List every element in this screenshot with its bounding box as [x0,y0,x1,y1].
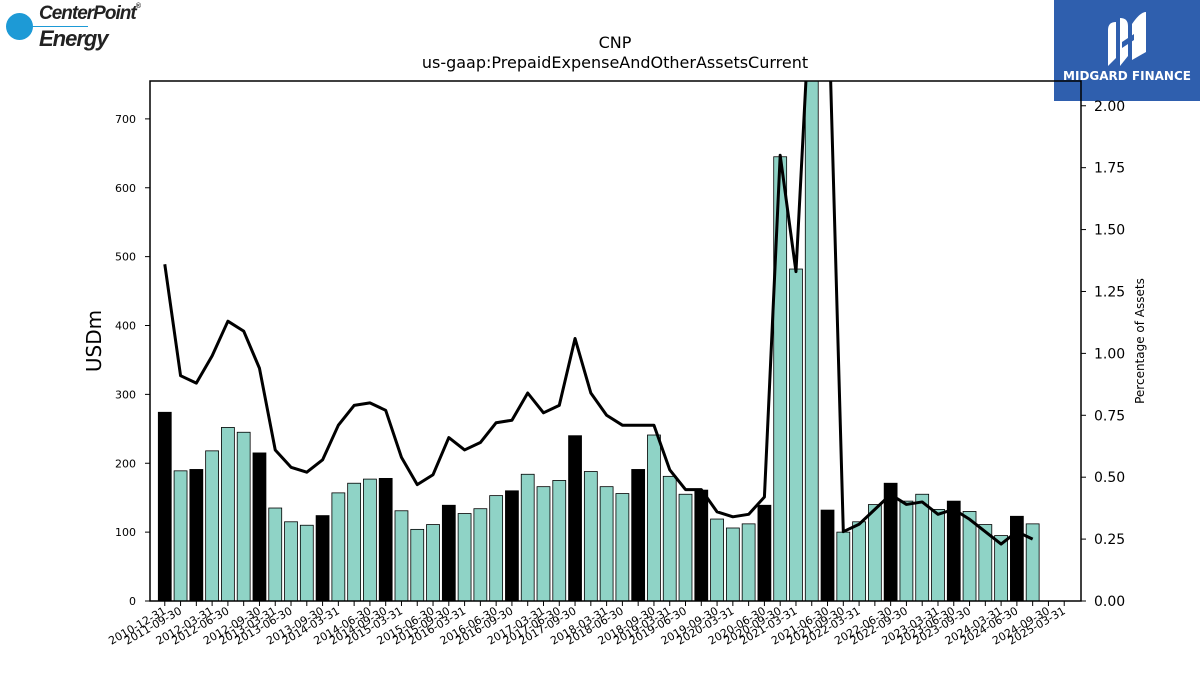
bar [899,500,914,601]
bar [804,81,819,601]
bar [520,473,535,601]
y2-tick-label: 1.50 [1094,223,1125,239]
bar [189,469,204,601]
bar [347,482,362,601]
y2-tick-label: 1.00 [1094,346,1125,362]
bar [252,452,267,601]
y2-tick-label: 0.00 [1094,594,1125,610]
chart-subtitle: us-gaap:PrepaidExpenseAndOtherAssetsCurr… [422,53,808,72]
bar [568,435,582,601]
y2-tick-label: 1.25 [1094,284,1125,300]
bar [725,527,740,601]
y-tick-label: 100 [115,526,136,539]
bar [852,521,866,601]
plot-frame [149,80,1082,602]
bar [962,511,977,601]
y-axis-label: USDm [82,310,106,372]
bar [394,510,409,601]
bar [694,489,709,601]
y-tick-label: 400 [115,320,136,333]
bar [284,521,298,601]
bar [552,480,567,601]
bar [915,493,930,601]
y-tick-label: 500 [115,251,136,264]
bar [615,493,630,601]
bar [867,504,882,601]
bar [268,507,283,601]
bar [757,504,772,601]
line-series [163,81,1034,546]
y-tick-label: 700 [115,113,136,126]
y-tick-label: 0 [129,595,136,608]
bar [789,268,803,601]
y2-tick-label: 0.25 [1094,532,1125,548]
bar [299,524,314,601]
y-tick-label: 200 [115,457,136,470]
centerpoint-logo: CenterPoint® Energy [4,3,144,55]
bar [457,513,472,601]
y2-tick-label: 2.00 [1094,99,1125,115]
bar [710,518,724,601]
bar [536,486,551,601]
bar [426,524,440,601]
bar [599,486,614,601]
y-tick-label: 600 [115,182,136,195]
bar [410,528,425,601]
y2-tick-label: 0.75 [1094,408,1125,424]
bar [489,495,504,601]
bar [315,515,330,601]
y2-axis-label: Percentage of Assets [1133,278,1147,404]
bar [331,492,346,601]
bar [236,431,251,601]
logo-text-line1: CenterPoint® [39,3,141,24]
bar [157,411,172,601]
bar [931,508,945,601]
bar [173,470,188,601]
percentage-line [163,81,1034,546]
bar [505,490,519,601]
bar [883,482,898,601]
bar [1010,515,1024,601]
y2-tick-label: 1.75 [1094,161,1125,177]
bar [363,478,377,601]
bar [631,469,646,601]
bar [647,434,661,601]
midgard-finance-name: MIDGARD FINANCE [1063,69,1191,83]
y-tick-label: 300 [115,388,136,401]
bar [820,509,835,601]
bar [678,493,693,601]
bar-series [157,81,1040,601]
bar [473,508,488,601]
bar [994,535,1008,601]
bar [441,504,456,601]
bar [378,477,393,601]
bar [741,523,756,601]
midgard-mark-icon [1108,12,1146,66]
bar [221,427,235,601]
bar [836,531,851,601]
chart-title: CNP [599,33,632,52]
midgard-finance-logo: MIDGARD FINANCE [1054,0,1200,101]
logo-text-line2: Energy [39,26,109,51]
y2-tick-label: 0.50 [1094,470,1125,486]
bar [205,450,219,601]
bar [946,500,961,601]
logo-line [16,26,88,27]
bar [662,475,677,601]
bar [583,471,598,601]
